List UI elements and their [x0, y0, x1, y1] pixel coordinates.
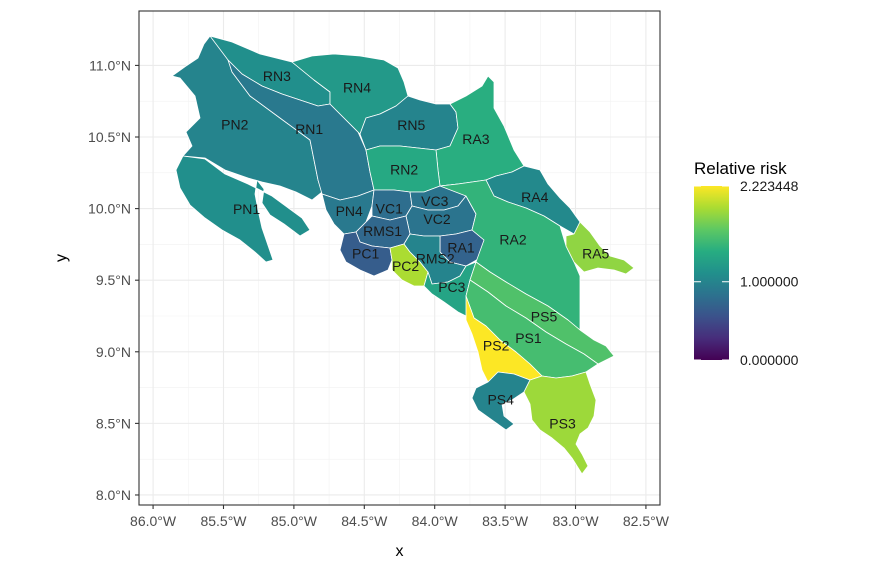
region-label-ps1: PS1 — [515, 330, 542, 346]
legend-label: 2.223448 — [740, 178, 799, 194]
region-label-pn2: PN2 — [221, 117, 248, 133]
legend-ticks: 2.223448 1.000000 0.000000 — [694, 178, 799, 368]
x-tick-label: 85.0°W — [271, 513, 318, 529]
region-label-ps2: PS2 — [483, 337, 510, 353]
region-label-vc1: VC1 — [376, 201, 403, 217]
x-tick-label: 84.5°W — [341, 513, 388, 529]
region-label-pn4: PN4 — [336, 203, 363, 219]
region-label-ps3: PS3 — [549, 416, 576, 432]
y-tick-label: 8.5°N — [96, 415, 131, 431]
x-tick-label: 84.0°W — [412, 513, 459, 529]
legend-label: 0.000000 — [740, 352, 799, 368]
region-label-pc1: PC1 — [352, 246, 379, 262]
region-label-pn1: PN1 — [233, 201, 260, 217]
y-tick-label: 10.0°N — [88, 201, 131, 217]
region-label-ps5: PS5 — [531, 309, 558, 325]
region-RA2 — [439, 179, 581, 331]
y-tick-label: 9.0°N — [96, 344, 131, 360]
region-label-rn5: RN5 — [397, 117, 425, 133]
region-label-vc3: VC3 — [421, 193, 448, 209]
region-label-ps4: PS4 — [487, 391, 514, 407]
region-label-ra3: RA3 — [462, 131, 489, 147]
region-label-rms1: RMS1 — [363, 223, 402, 239]
region-label-pc3: PC3 — [438, 279, 465, 295]
region-label-pc2: PC2 — [392, 258, 419, 274]
axes: 86.0°W 85.5°W 85.0°W 84.5°W 84.0°W 83.5°W 83.0… — [88, 57, 670, 529]
legend-title: Relative risk — [694, 159, 787, 178]
y-tick-label: 10.5°N — [88, 129, 131, 145]
plot-panel-border — [138, 10, 661, 506]
region-label-ra5: RA5 — [582, 245, 609, 261]
map-regions — [171, 35, 635, 475]
region-label-rn2: RN2 — [390, 161, 418, 177]
region-label-ra4: RA4 — [521, 189, 548, 205]
region-labels: PN1 PN2 RN3 RN1 PN4 RN4 RN5 RA3 RN2 RA4 VC1 VC3 VC2 R… — [221, 68, 609, 432]
region-PC1 — [339, 231, 393, 277]
x-tick-label: 85.5°W — [200, 513, 247, 529]
region-label-rn3: RN3 — [263, 68, 291, 84]
region-label-rms2: RMS2 — [416, 250, 455, 266]
x-tick-label: 83.0°W — [552, 513, 599, 529]
y-tick-label: 9.5°N — [96, 272, 131, 288]
region-PS4 — [471, 371, 531, 431]
x-tick-label: 83.5°W — [482, 513, 529, 529]
region-RA5 — [565, 221, 635, 275]
x-tick-label: 82.5°W — [623, 513, 670, 529]
x-axis-title: x — [396, 543, 404, 560]
x-tick-label: 86.0°W — [130, 513, 177, 529]
region-label-ra1: RA1 — [447, 239, 474, 255]
y-tick-label: 8.0°N — [96, 487, 131, 503]
region-label-rn4: RN4 — [343, 80, 371, 96]
region-PS3 — [523, 371, 597, 475]
legend-label: 1.000000 — [740, 274, 799, 290]
legend-colorbar — [694, 186, 729, 360]
y-tick-label: 11.0°N — [89, 57, 131, 73]
region-label-ra2: RA2 — [499, 232, 526, 248]
y-axis-title: y — [53, 254, 70, 262]
region-PN1 — [175, 155, 311, 263]
region-label-rn1: RN1 — [295, 121, 323, 137]
region-label-vc2: VC2 — [423, 211, 450, 227]
legend: Relative risk 2.223448 1.000000 0.000000 — [694, 159, 799, 368]
